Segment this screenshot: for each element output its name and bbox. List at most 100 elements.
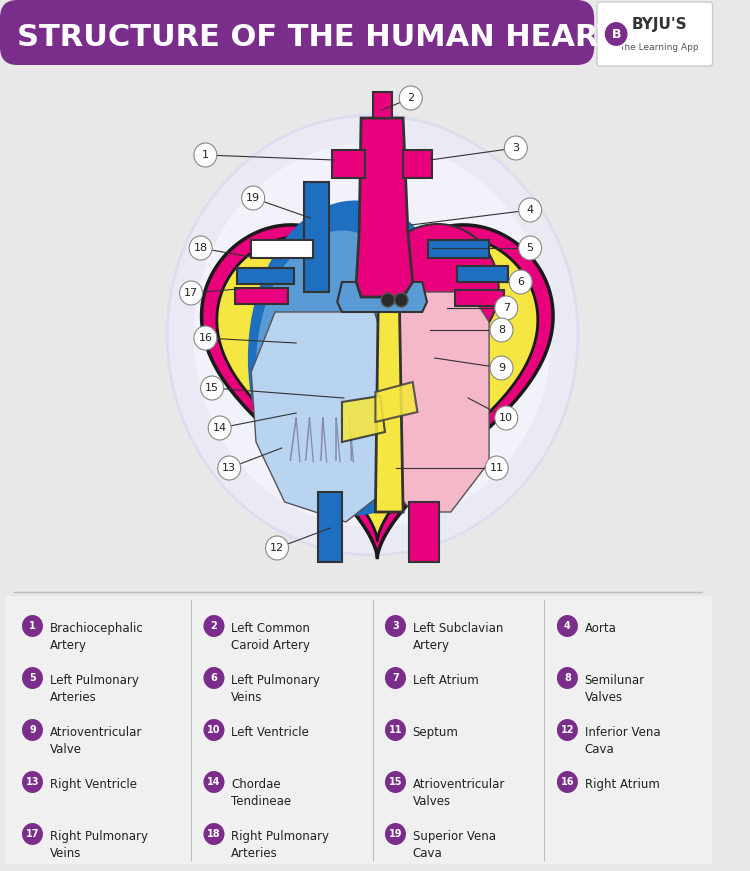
- Text: Right Pulmonary
Arteries: Right Pulmonary Arteries: [231, 830, 329, 860]
- Text: 12: 12: [270, 543, 284, 553]
- Text: 13: 13: [26, 777, 39, 787]
- Text: 2: 2: [211, 621, 218, 631]
- Text: 9: 9: [29, 725, 36, 735]
- Text: Brachiocephalic
Artery: Brachiocephalic Artery: [50, 622, 143, 652]
- Text: 7: 7: [392, 673, 399, 683]
- Text: Right Pulmonary
Veins: Right Pulmonary Veins: [50, 830, 148, 860]
- Text: 1: 1: [202, 150, 209, 160]
- Text: 7: 7: [503, 303, 510, 313]
- Circle shape: [179, 281, 203, 305]
- Polygon shape: [378, 292, 489, 512]
- Text: 19: 19: [388, 829, 402, 839]
- Text: Left Pulmonary
Arteries: Left Pulmonary Arteries: [50, 674, 139, 704]
- Text: 17: 17: [184, 288, 198, 298]
- Circle shape: [217, 456, 241, 480]
- Circle shape: [504, 136, 527, 160]
- Ellipse shape: [167, 115, 578, 555]
- Circle shape: [557, 615, 578, 637]
- Circle shape: [242, 186, 265, 210]
- Polygon shape: [202, 225, 553, 557]
- Circle shape: [385, 719, 406, 741]
- Text: Atrioventricular
Valves: Atrioventricular Valves: [413, 778, 505, 808]
- Text: Septum: Septum: [413, 726, 458, 739]
- Text: 8: 8: [564, 673, 571, 683]
- Polygon shape: [332, 150, 365, 178]
- Ellipse shape: [248, 200, 463, 516]
- Circle shape: [490, 318, 513, 342]
- Text: Left Ventricle: Left Ventricle: [231, 726, 309, 739]
- Polygon shape: [251, 240, 314, 258]
- Polygon shape: [342, 396, 385, 442]
- Text: 16: 16: [199, 333, 212, 343]
- Text: Left Common
Caroid Artery: Left Common Caroid Artery: [231, 622, 310, 652]
- Polygon shape: [304, 182, 328, 292]
- Circle shape: [22, 667, 43, 689]
- Text: Right Ventricle: Right Ventricle: [50, 778, 136, 791]
- Text: 10: 10: [207, 725, 220, 735]
- Text: 3: 3: [512, 143, 519, 153]
- Circle shape: [485, 456, 508, 480]
- Polygon shape: [235, 288, 289, 304]
- Circle shape: [490, 356, 513, 380]
- Circle shape: [194, 326, 217, 350]
- FancyBboxPatch shape: [4, 596, 712, 864]
- Text: STRUCTURE OF THE HUMAN HEART: STRUCTURE OF THE HUMAN HEART: [17, 24, 618, 52]
- Text: 4: 4: [564, 621, 571, 631]
- Text: B: B: [611, 28, 621, 40]
- Circle shape: [22, 719, 43, 741]
- Text: Left Atrium: Left Atrium: [413, 674, 478, 687]
- Text: 18: 18: [207, 829, 220, 839]
- Ellipse shape: [376, 224, 499, 352]
- Text: 5: 5: [29, 673, 36, 683]
- Circle shape: [22, 771, 43, 793]
- Polygon shape: [376, 297, 403, 512]
- Text: Inferior Vena
Cava: Inferior Vena Cava: [584, 726, 660, 756]
- Text: The Learning App: The Learning App: [620, 44, 699, 52]
- Text: 5: 5: [526, 243, 534, 253]
- Circle shape: [557, 771, 578, 793]
- Circle shape: [203, 667, 224, 689]
- Polygon shape: [237, 268, 294, 284]
- Text: 14: 14: [213, 423, 226, 433]
- Circle shape: [385, 615, 406, 637]
- Polygon shape: [251, 312, 384, 522]
- Text: 11: 11: [490, 463, 504, 473]
- Polygon shape: [373, 92, 392, 118]
- Text: 2: 2: [407, 93, 414, 103]
- Text: Chordae
Tendineae: Chordae Tendineae: [231, 778, 291, 808]
- Text: 6: 6: [517, 277, 524, 287]
- Circle shape: [22, 823, 43, 845]
- Polygon shape: [409, 502, 440, 562]
- Text: 17: 17: [26, 829, 39, 839]
- Circle shape: [203, 719, 224, 741]
- Polygon shape: [356, 118, 413, 297]
- Circle shape: [399, 86, 422, 110]
- Text: Aorta: Aorta: [584, 622, 616, 635]
- Circle shape: [194, 143, 217, 167]
- Circle shape: [557, 667, 578, 689]
- FancyBboxPatch shape: [597, 2, 712, 66]
- Text: Left Pulmonary
Veins: Left Pulmonary Veins: [231, 674, 320, 704]
- Ellipse shape: [256, 231, 428, 505]
- Circle shape: [519, 236, 542, 260]
- Text: 1: 1: [29, 621, 36, 631]
- Circle shape: [200, 376, 223, 400]
- Circle shape: [203, 615, 224, 637]
- Circle shape: [203, 823, 224, 845]
- Text: Left Subclavian
Artery: Left Subclavian Artery: [413, 622, 503, 652]
- Text: 8: 8: [498, 325, 505, 335]
- Circle shape: [604, 21, 628, 47]
- Circle shape: [381, 293, 394, 307]
- Text: 3: 3: [392, 621, 399, 631]
- Circle shape: [203, 771, 224, 793]
- Polygon shape: [428, 240, 489, 258]
- Circle shape: [385, 823, 406, 845]
- Text: 9: 9: [498, 363, 505, 373]
- Text: 11: 11: [388, 725, 402, 735]
- Text: Right Atrium: Right Atrium: [584, 778, 659, 791]
- Text: 4: 4: [526, 205, 534, 215]
- Text: Semilunar
Valves: Semilunar Valves: [584, 674, 645, 704]
- Text: Superior Vena
Cava: Superior Vena Cava: [413, 830, 496, 860]
- Circle shape: [189, 236, 212, 260]
- Circle shape: [385, 771, 406, 793]
